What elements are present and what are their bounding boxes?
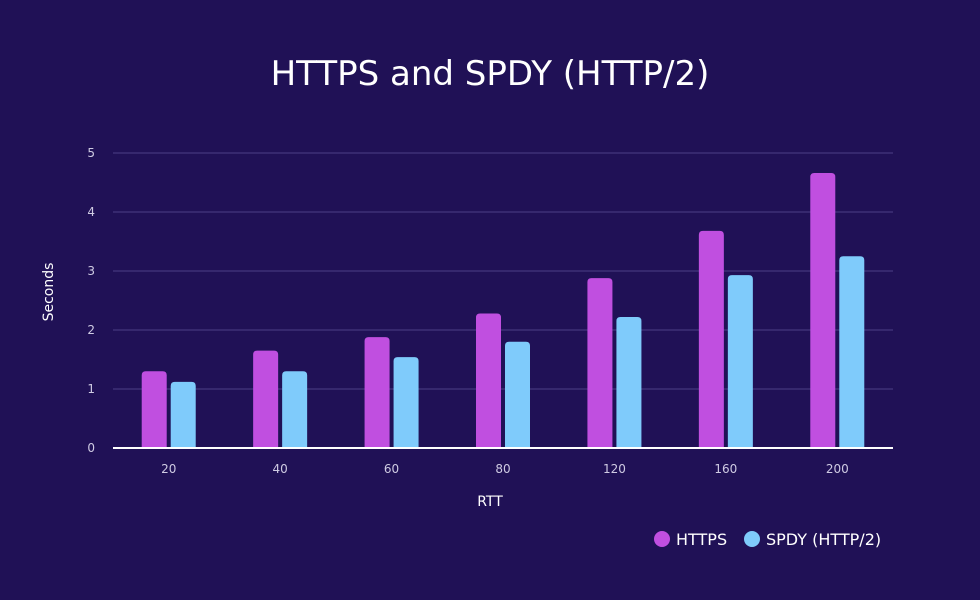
x-tick-label: 60 (384, 462, 399, 476)
bar-https-200 (810, 173, 836, 448)
legend-swatch (654, 531, 670, 547)
x-axis-ticks: 20 40 60 80 120 160 200 (161, 462, 849, 476)
y-axis-ticks: 0 1 2 3 4 5 (87, 146, 95, 455)
bar-spdy-80 (505, 341, 530, 448)
bar-spdy-200 (839, 256, 865, 448)
gridlines (113, 152, 893, 390)
legend-swatch (744, 531, 760, 547)
y-tick-label: 2 (87, 323, 95, 337)
bar-spdy-20 (170, 381, 196, 448)
y-tick-label: 0 (87, 441, 95, 455)
x-tick-label: 120 (603, 462, 626, 476)
bar-https-120 (587, 278, 613, 448)
x-tick-label: 80 (495, 462, 510, 476)
bar-spdy-60 (393, 357, 419, 448)
legend-label: HTTPS (676, 530, 727, 549)
bar-https-160 (698, 230, 724, 448)
x-tick-label: 160 (714, 462, 737, 476)
y-tick-label: 5 (87, 146, 95, 160)
legend-label: SPDY (HTTP/2) (766, 530, 881, 549)
bars (141, 173, 865, 448)
y-tick-label: 4 (87, 205, 95, 219)
bar-spdy-120 (616, 317, 642, 448)
bar-spdy-160 (727, 275, 753, 448)
y-tick-label: 1 (87, 382, 95, 396)
chart-title: HTTPS and SPDY (HTTP/2) (271, 54, 710, 94)
bar-spdy-40 (282, 371, 308, 448)
y-tick-label: 3 (87, 264, 95, 278)
legend: HTTPS SPDY (HTTP/2) (654, 530, 881, 549)
bar-https-80 (476, 313, 501, 448)
y-axis-label: Seconds (41, 263, 57, 322)
x-tick-label: 200 (826, 462, 849, 476)
bar-https-40 (253, 350, 279, 448)
x-tick-label: 20 (161, 462, 176, 476)
x-axis-label: RTT (477, 494, 503, 510)
bar-https-60 (364, 337, 390, 448)
bar-https-20 (141, 371, 167, 448)
x-tick-label: 40 (273, 462, 288, 476)
